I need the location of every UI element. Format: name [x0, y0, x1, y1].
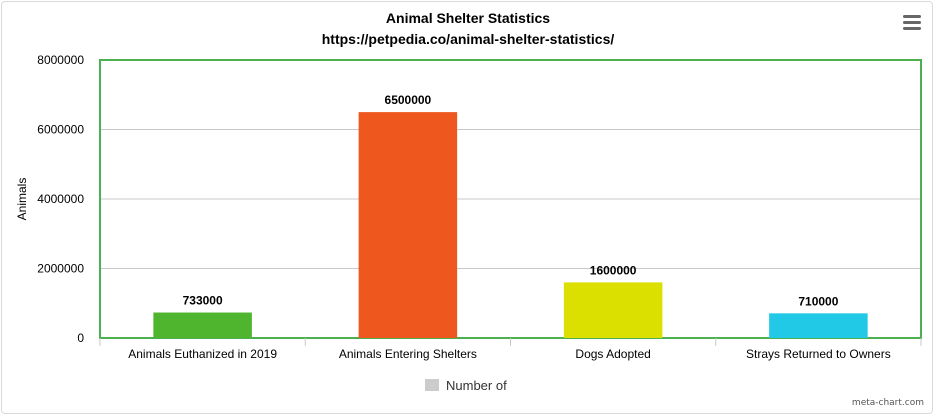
chart-subtitle: https://petpedia.co/animal-shelter-stati…: [321, 31, 615, 47]
bar[interactable]: [563, 282, 663, 338]
bar-data-label: 6500000: [385, 93, 432, 107]
bar-data-label: 733000: [183, 294, 223, 308]
legend[interactable]: Number of: [425, 378, 507, 393]
bar[interactable]: [769, 313, 868, 338]
bar-data-label: 1600000: [590, 263, 637, 277]
hamburger-menu-icon[interactable]: [903, 15, 921, 31]
y-tick-label: 6000000: [37, 123, 84, 137]
bars: 733000 6500000 1600000 710000: [153, 93, 868, 338]
y-tick-label: 0: [77, 331, 84, 345]
x-tick-label: Animals Euthanized in 2019: [128, 347, 277, 361]
bar[interactable]: [153, 312, 252, 338]
credit-text: meta-chart.com: [851, 398, 924, 408]
legend-swatch[interactable]: [425, 379, 439, 391]
x-tick-label: Dogs Adopted: [575, 347, 650, 361]
y-tick-label: 8000000: [37, 53, 84, 67]
y-axis-label: Animals: [15, 178, 29, 221]
y-axis-ticks: 0 2000000 4000000 6000000 8000000: [37, 53, 84, 345]
bar-data-label: 710000: [798, 294, 838, 308]
x-axis-ticks: Animals Euthanized in 2019 Animals Enteri…: [99, 338, 922, 361]
y-tick-label: 4000000: [37, 192, 84, 206]
bar[interactable]: [358, 112, 458, 338]
x-tick-label: Strays Returned to Owners: [746, 347, 891, 361]
x-tick-label: Animals Entering Shelters: [339, 347, 477, 361]
legend-label[interactable]: Number of: [446, 378, 507, 393]
y-tick-label: 2000000: [37, 262, 84, 276]
chart-title: Animal Shelter Statistics: [385, 10, 551, 26]
